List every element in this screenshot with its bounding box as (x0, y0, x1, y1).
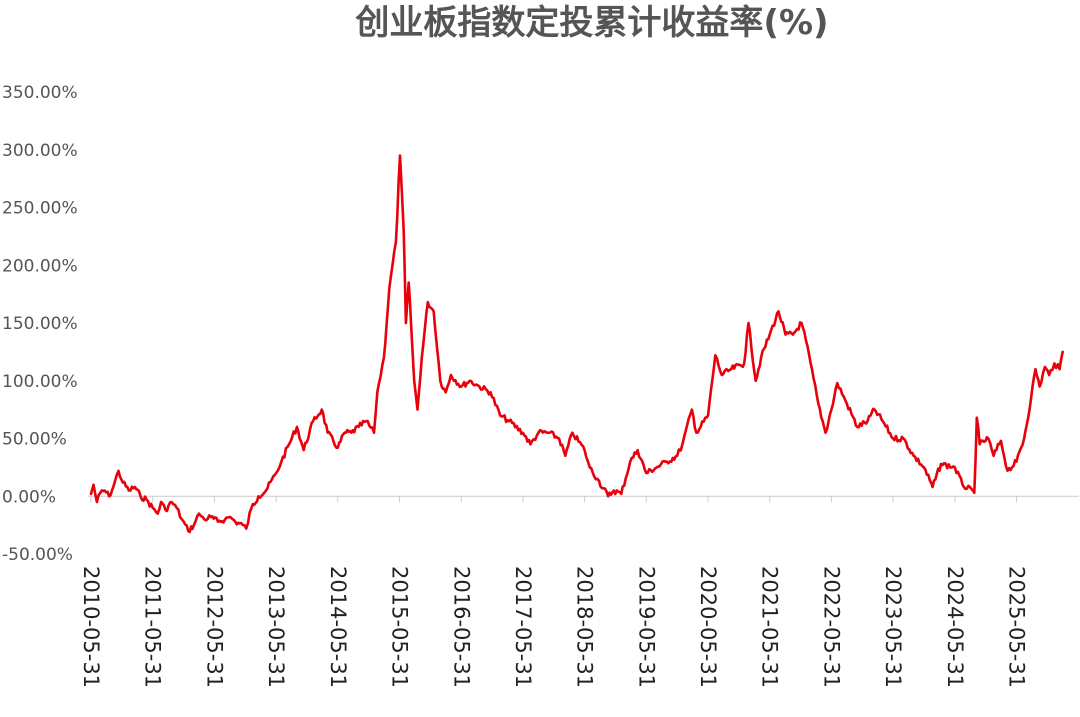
x-tick-label: 2015-05-31 (387, 566, 411, 688)
x-tick-label: 2014-05-31 (326, 566, 350, 688)
x-tick-label: 2016-05-31 (449, 566, 473, 688)
x-tick-label: 2021-05-31 (758, 566, 782, 688)
y-tick-label: -50.00% (2, 545, 73, 565)
x-tick-label: 2017-05-31 (511, 566, 535, 688)
chart-title: 创业板指数定投累计收益率(%) (354, 3, 828, 43)
x-axis-ticks: 2010-05-31 2011-05-31 2012-05-31 2013-05-31… (79, 566, 1029, 688)
y-tick-label: 150.00% (2, 314, 78, 334)
x-tick-label: 2013-05-31 (264, 566, 288, 688)
y-tick-label: 300.00% (2, 141, 78, 161)
y-tick-label: 250.00% (2, 199, 78, 219)
y-tick-label: 0.00% (2, 487, 56, 507)
x-tick-label: 2022-05-31 (819, 566, 843, 688)
plot-area (89, 154, 1064, 534)
x-axis (88, 495, 1079, 503)
series-line (89, 154, 1064, 534)
x-tick-label: 2025-05-31 (1005, 566, 1029, 688)
y-tick-label: 100.00% (2, 372, 78, 392)
x-tick-label: 2011-05-31 (141, 566, 165, 688)
x-tick-label: 2018-05-31 (573, 566, 597, 688)
x-tick-label: 2024-05-31 (943, 566, 967, 688)
x-tick-label: 2020-05-31 (696, 566, 720, 688)
x-tick-label: 2012-05-31 (202, 566, 226, 688)
y-tick-label: 50.00% (2, 430, 67, 450)
y-axis-ticks: 350.00% 300.00% 250.00% 200.00% 150.00% 100.0… (2, 83, 78, 565)
x-tick-label: 2019-05-31 (634, 566, 658, 688)
y-tick-label: 200.00% (2, 256, 78, 276)
y-tick-label: 350.00% (2, 83, 78, 103)
x-tick-label: 2010-05-31 (79, 566, 103, 688)
x-tick-label: 2023-05-31 (881, 566, 905, 688)
